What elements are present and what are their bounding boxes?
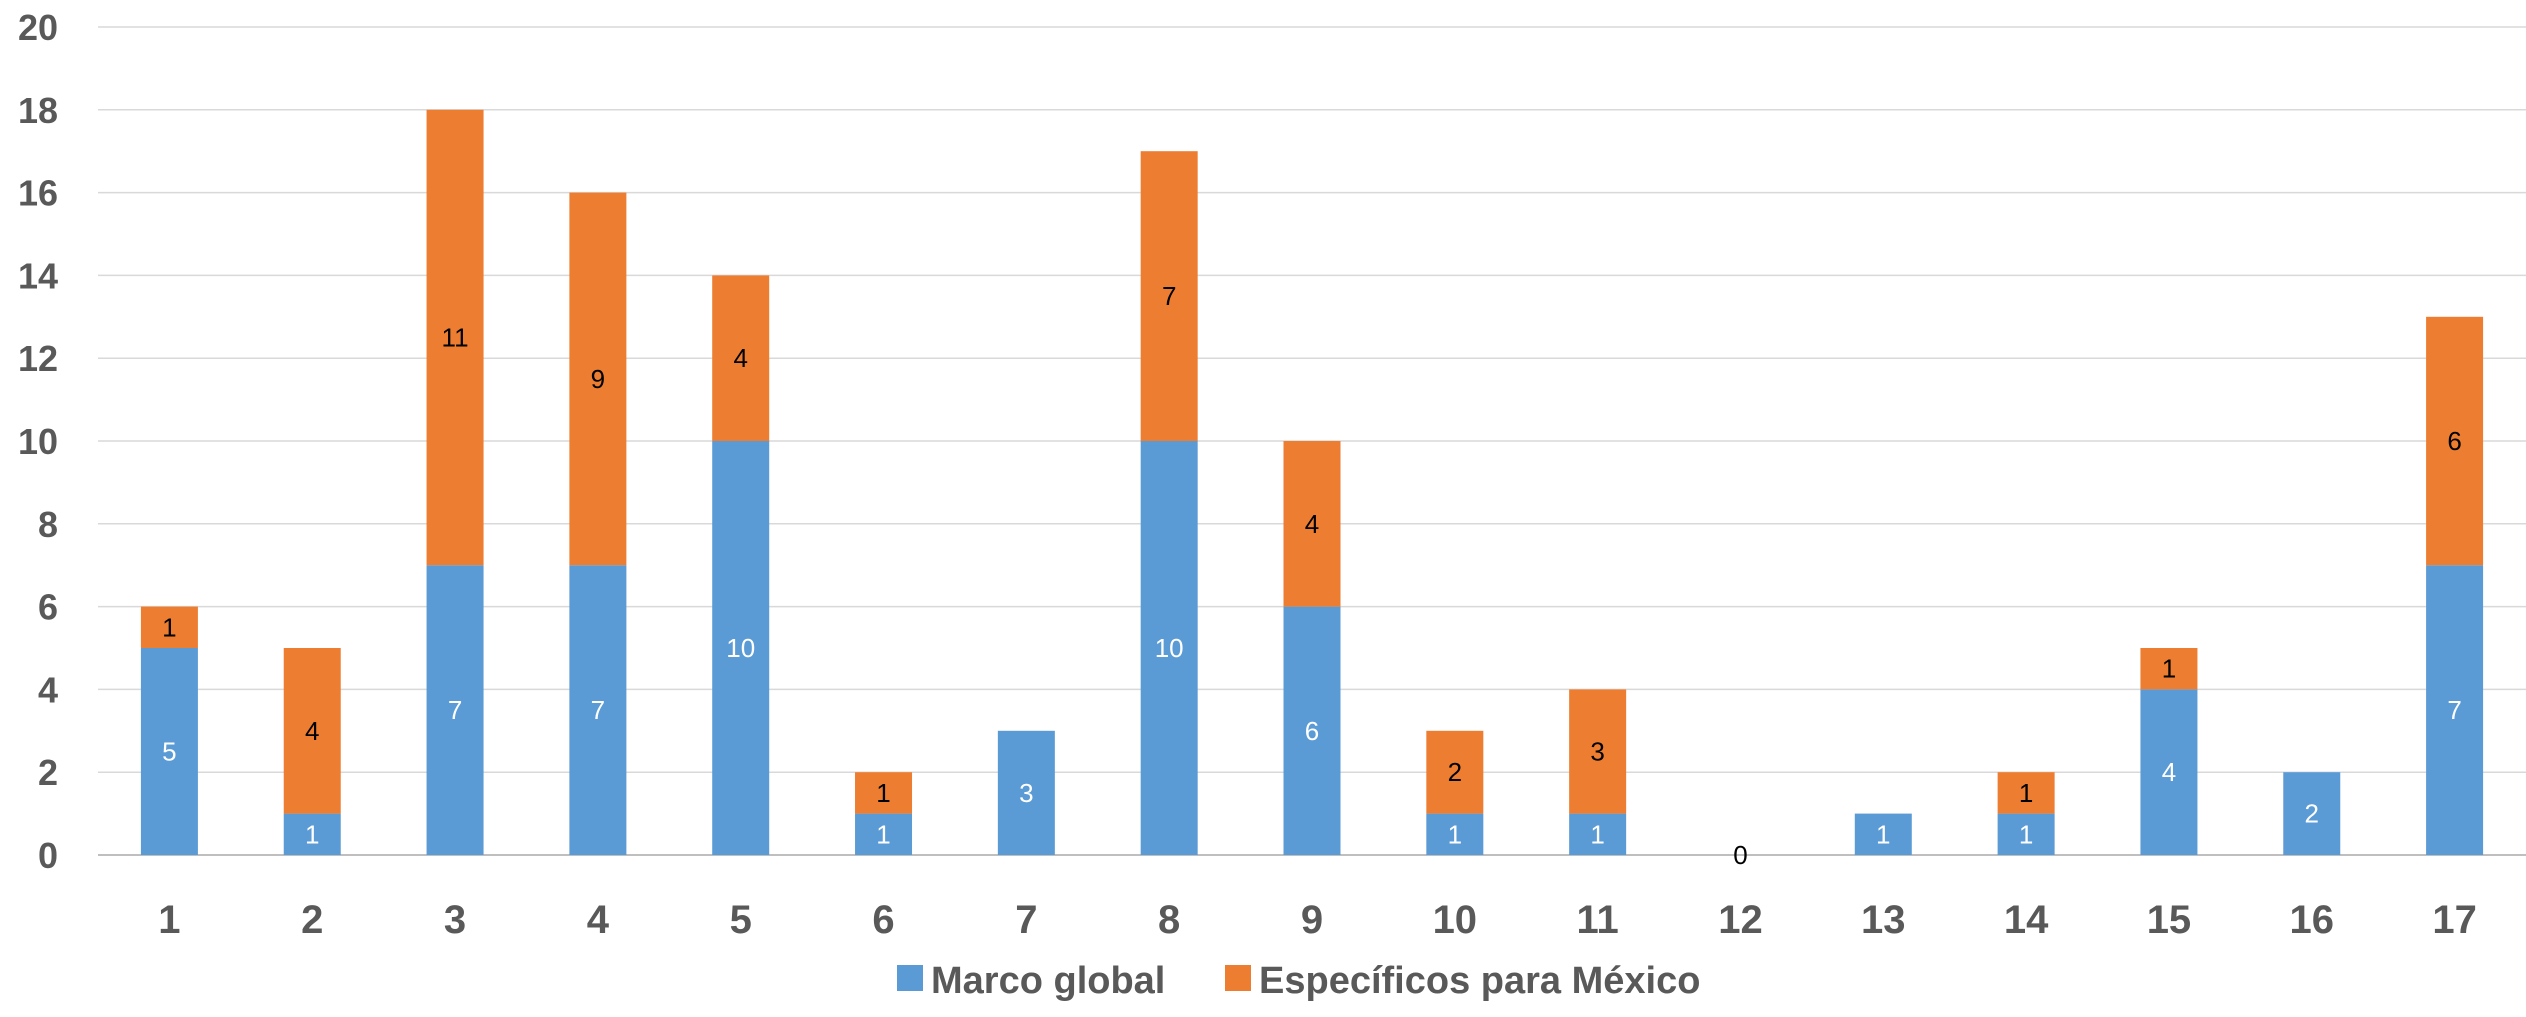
data-label: 4 (2162, 757, 2176, 787)
x-tick-label: 13 (1861, 898, 1906, 942)
data-label: 7 (1162, 281, 1176, 311)
y-tick-label: 6 (38, 587, 58, 628)
y-tick-label: 14 (18, 255, 58, 296)
x-tick-label: 10 (1433, 898, 1478, 942)
bar-segment (2140, 689, 2198, 855)
y-tick-label: 0 (38, 835, 58, 876)
y-tick-label: 8 (38, 504, 58, 545)
data-label: 5 (162, 737, 176, 767)
x-tick-label: 9 (1301, 898, 1323, 942)
bar-segment (2283, 772, 2341, 855)
y-tick-label: 4 (38, 669, 58, 710)
y-tick-label: 2 (38, 752, 58, 793)
bar-segment (140, 606, 198, 648)
data-label: 11 (442, 323, 469, 353)
y-tick-label: 12 (18, 338, 58, 379)
legend-swatch (897, 965, 923, 991)
bar-segment (426, 565, 484, 855)
bars (140, 109, 2484, 855)
bar-segment (283, 813, 341, 855)
y-axis-ticks: 0 2 4 6 8 10 12 14 16 18 20 (18, 7, 58, 876)
data-label: 2 (1448, 757, 1462, 787)
data-label: 0 (1733, 840, 1747, 870)
bar-segment (997, 730, 1055, 855)
legend-label: Específicos para México (1259, 960, 1700, 1002)
bar-segment (1140, 441, 1198, 855)
data-label: 4 (305, 716, 319, 746)
bar-segment (426, 109, 484, 566)
bar-segment (1569, 813, 1627, 855)
x-tick-label: 16 (2290, 898, 2335, 942)
y-tick-label: 10 (18, 421, 58, 462)
x-tick-label: 6 (872, 898, 894, 942)
x-tick-label: 17 (2432, 898, 2477, 942)
data-label: 1 (1590, 819, 1604, 849)
y-tick-label: 20 (18, 7, 58, 48)
data-label: 1 (2162, 654, 2176, 684)
x-tick-label: 8 (1158, 898, 1180, 942)
data-label: 3 (1590, 737, 1604, 767)
legend: Marco global Específicos para México (897, 960, 1700, 1002)
legend-label: Marco global (931, 960, 1165, 1002)
x-tick-label: 5 (730, 898, 752, 942)
bar-segment (712, 275, 770, 441)
x-tick-label: 15 (2147, 898, 2192, 942)
bar-segment (1569, 689, 1627, 814)
data-label: 7 (448, 695, 462, 725)
bar-segment (1854, 813, 1912, 855)
data-label: 6 (2447, 426, 2461, 456)
data-label: 6 (1305, 716, 1319, 746)
data-label: 7 (591, 695, 605, 725)
bar-segment (2140, 648, 2198, 690)
bar-segment (1997, 772, 2055, 814)
bar-segment (140, 648, 198, 855)
x-axis-ticks: 1 2 3 4 5 6 7 8 9 10 11 12 13 14 15 16 17 (158, 898, 2477, 942)
data-label: 1 (2019, 778, 2033, 808)
bar-segment (2426, 565, 2484, 855)
bar-segment (1283, 441, 1341, 607)
bar-segment (855, 772, 913, 814)
data-label: 1 (876, 819, 890, 849)
data-label: 10 (1155, 633, 1184, 663)
x-tick-label: 4 (587, 898, 610, 942)
data-label: 1 (305, 819, 319, 849)
y-tick-label: 18 (18, 90, 58, 131)
data-label: 10 (726, 633, 755, 663)
x-tick-label: 12 (1718, 898, 1763, 942)
bar-segment (1426, 813, 1484, 855)
x-tick-label: 11 (1576, 898, 1618, 942)
bar-segment (569, 192, 627, 566)
bar-segment (569, 565, 627, 855)
data-label: 4 (1305, 509, 1319, 539)
data-label: 9 (591, 364, 605, 394)
data-label: 7 (2447, 695, 2461, 725)
bar-segment (283, 648, 341, 814)
bar-segment (1283, 606, 1341, 855)
data-label: 1 (162, 612, 176, 642)
bar-segment (1997, 813, 2055, 855)
x-tick-label: 1 (158, 898, 180, 942)
legend-swatch (1225, 965, 1251, 991)
data-label: 4 (733, 343, 747, 373)
bar-segment (1140, 151, 1198, 441)
x-tick-label: 14 (2004, 898, 2049, 942)
bar-segment (2426, 316, 2484, 566)
y-tick-label: 16 (18, 173, 58, 214)
bar-segment (712, 441, 770, 855)
bar-segment (1426, 730, 1484, 814)
data-label: 1 (2019, 819, 2033, 849)
data-label: 1 (876, 778, 890, 808)
data-label: 2 (2305, 799, 2319, 829)
bar-segment (855, 813, 913, 855)
x-tick-label: 7 (1015, 898, 1037, 942)
x-tick-label: 3 (444, 898, 466, 942)
data-label: 1 (1448, 819, 1462, 849)
data-label: 3 (1019, 778, 1033, 808)
x-tick-label: 2 (301, 898, 323, 942)
data-label: 1 (1876, 819, 1890, 849)
